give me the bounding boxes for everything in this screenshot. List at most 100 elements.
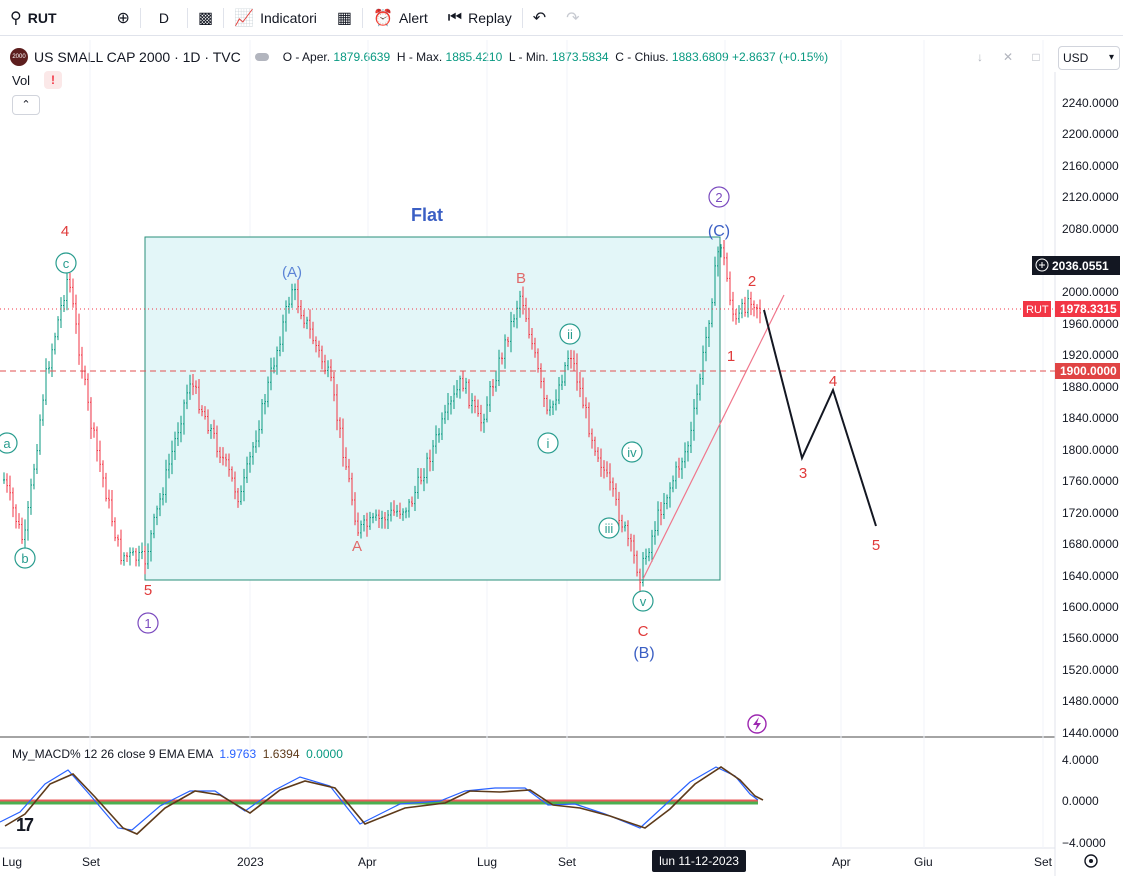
label-f2[interactable]: 2 (748, 273, 756, 290)
price-tick: 1680.0000 (1062, 537, 1119, 551)
legend-menu-icon[interactable] (254, 53, 269, 61)
price-tick: 2000.0000 (1062, 285, 1119, 299)
label-4[interactable]: 4 (61, 223, 69, 240)
lightning-icon[interactable] (747, 714, 767, 734)
signal-line (4, 766, 764, 835)
price-tick: 1840.0000 (1062, 411, 1119, 425)
price-tick: 1560.0000 (1062, 631, 1119, 645)
indicators-icon: 📈 (234, 9, 255, 27)
price-tick: 2240.0000 (1062, 96, 1119, 110)
label-v[interactable]: v (632, 590, 654, 612)
label-i-text: i (547, 436, 550, 451)
pane-controls: ↓ ✕ □ (968, 46, 1052, 68)
label-1[interactable]: 1 (137, 612, 159, 634)
flat-pattern-box[interactable] (144, 236, 721, 581)
label-iii[interactable]: iii (598, 517, 620, 539)
grid-lines (89, 40, 1044, 848)
volume-warning-icon[interactable]: ! (44, 71, 62, 89)
label-C-paren[interactable]: (C) (708, 223, 730, 240)
label-ii[interactable]: ii (559, 323, 581, 345)
time-tick: 2023 (237, 855, 264, 869)
alert-button[interactable]: ⏰ Alert (373, 9, 428, 27)
label-b[interactable]: b (14, 547, 36, 569)
indicators-button[interactable]: 📈 Indicatori (234, 9, 317, 27)
label-a[interactable]: a (0, 432, 18, 454)
divider (521, 7, 523, 28)
move-down-icon[interactable]: ↓ (977, 50, 983, 64)
label-v-text: v (640, 594, 647, 609)
currency-select[interactable]: USD ▾ (1058, 46, 1120, 70)
divider (139, 7, 141, 28)
label-A[interactable]: A (352, 538, 362, 555)
macd-legend: My_MACD% 12 26 close 9 EMA EMA 1.9763 1.… (12, 747, 343, 761)
price-tick: 1440.0000 (1062, 726, 1119, 740)
symbol-title[interactable]: US SMALL CAP 2000 · 1D · TVC (34, 49, 241, 65)
replay-button[interactable]: ⏮ Replay (447, 8, 512, 26)
interval-button[interactable]: D (158, 9, 170, 26)
symbol-search[interactable]: ⚲ RUT (10, 9, 57, 27)
compare-button[interactable]: ⊕ (107, 0, 140, 36)
label-B[interactable]: B (516, 270, 526, 287)
macd-pane (0, 766, 764, 835)
price-tick: 2040.0000 (1062, 254, 1119, 268)
top-toolbar: ⚲ RUT ⊕ D ▩ 📈 Indicatori ▦ ⏰ Alert ⏮ Replay … (0, 0, 1123, 36)
label-B-paren[interactable]: (B) (633, 645, 654, 662)
label-A-paren[interactable]: (A) (282, 264, 302, 281)
tradingview-logo[interactable]: 17 (16, 815, 34, 835)
price-tick: 1920.0000 (1062, 348, 1119, 362)
collapse-pane-icon[interactable]: ✕ (1002, 50, 1014, 64)
templates-button[interactable]: ▦ (327, 0, 362, 36)
candles-icon: ▩ (198, 9, 214, 27)
price-tick: 2120.0000 (1062, 190, 1119, 204)
label-f1[interactable]: 1 (727, 348, 735, 365)
maximize-pane-icon[interactable]: □ (1032, 50, 1040, 64)
label-5[interactable]: 5 (144, 582, 152, 599)
last-price-label: RUT 1978.3315 (1023, 301, 1120, 317)
redo-icon: ↷ (566, 9, 580, 27)
label-1-text: 1 (144, 616, 151, 631)
collapse-legend-button[interactable]: ⌃ (12, 95, 40, 115)
grid-icon: ▦ (336, 9, 353, 27)
date-badge: lun 11-12-2023 (652, 850, 746, 872)
settings-icon[interactable] (1084, 854, 1098, 868)
macd-tick: 4.0000 (1062, 753, 1099, 767)
label-iv[interactable]: iv (621, 441, 643, 463)
price-tick: 2160.0000 (1062, 159, 1119, 173)
macd-tick: 0.0000 (1062, 794, 1099, 808)
trend-line[interactable] (642, 294, 785, 580)
price-tick: 1800.0000 (1062, 443, 1119, 457)
level-price-label: 1900.0000 (1055, 363, 1120, 379)
label-flat[interactable]: Flat (411, 205, 443, 225)
label-b-text: b (21, 551, 28, 566)
time-tick: Giu (914, 855, 933, 869)
label-c-text: c (63, 256, 70, 271)
label-i[interactable]: i (537, 432, 559, 454)
projection-path[interactable] (763, 309, 877, 527)
divider (223, 7, 225, 28)
price-tick: 1880.0000 (1062, 380, 1119, 394)
search-icon: ⚲ (10, 9, 22, 27)
label-f4[interactable]: 4 (829, 373, 837, 390)
price-tick: 2080.0000 (1062, 222, 1119, 236)
label-f5[interactable]: 5 (872, 537, 880, 554)
label-c[interactable]: c (55, 252, 77, 274)
label-iii-text: iii (605, 521, 614, 536)
redo-button[interactable]: ↷ (556, 0, 589, 36)
label-C[interactable]: C (638, 623, 649, 640)
label-2[interactable]: 2 (708, 186, 730, 208)
rewind-icon: ⏮ (447, 8, 463, 26)
undo-button[interactable]: ↶ (523, 0, 556, 36)
time-tick: Apr (832, 855, 851, 869)
label-2-text: 2 (715, 190, 722, 205)
chart-type-button[interactable]: ▩ (188, 0, 223, 36)
label-f3[interactable]: 3 (799, 465, 807, 482)
price-tick: 1480.0000 (1062, 694, 1119, 708)
undo-icon: ↶ (532, 9, 547, 27)
price-tick: 1640.0000 (1062, 569, 1119, 583)
macd-line (0, 766, 759, 831)
price-tick: 1600.0000 (1062, 600, 1119, 614)
symbol-legend: 2000 US SMALL CAP 2000 · 1D · TVC O - Ap… (10, 48, 828, 66)
symbol-tag: RUT (1026, 304, 1049, 316)
